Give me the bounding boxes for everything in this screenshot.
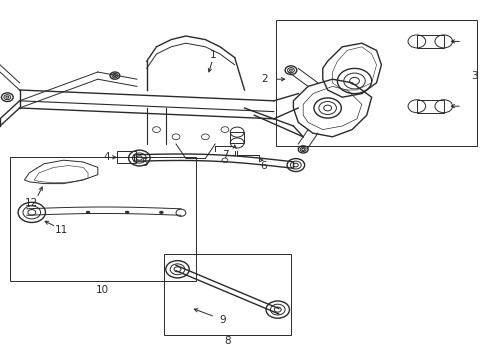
Text: 7: 7: [222, 150, 229, 160]
Text: 4: 4: [103, 152, 110, 162]
Text: 5: 5: [141, 158, 147, 168]
Text: 12: 12: [25, 198, 39, 208]
Text: 10: 10: [96, 285, 109, 295]
Text: 2: 2: [261, 74, 268, 84]
Bar: [276, 20, 476, 146]
Text: 8: 8: [224, 336, 230, 346]
Text: 6: 6: [260, 161, 267, 171]
Bar: [10, 157, 195, 281]
Text: 9: 9: [219, 315, 225, 325]
Bar: [163, 254, 290, 335]
Bar: [117, 151, 136, 163]
Text: 1: 1: [209, 50, 216, 60]
Circle shape: [159, 211, 163, 214]
Text: 3: 3: [470, 71, 477, 81]
Circle shape: [125, 211, 129, 214]
Circle shape: [86, 211, 90, 214]
Text: 11: 11: [54, 225, 68, 235]
